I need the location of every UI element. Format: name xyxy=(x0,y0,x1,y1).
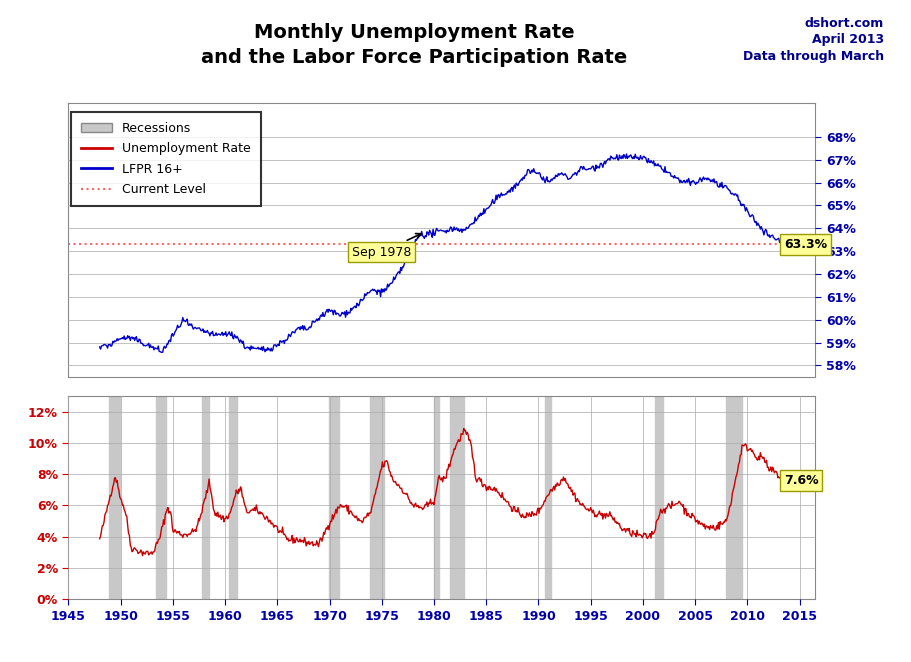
Text: April 2013: April 2013 xyxy=(812,33,884,46)
Bar xyxy=(655,103,663,377)
Bar xyxy=(201,103,209,377)
Bar xyxy=(109,103,119,377)
Bar xyxy=(450,396,465,599)
Bar xyxy=(655,396,663,599)
Bar xyxy=(450,103,465,377)
Bar xyxy=(434,396,439,599)
Bar xyxy=(109,396,119,599)
Bar xyxy=(371,396,384,599)
Bar xyxy=(371,103,384,377)
Text: Sep 1978: Sep 1978 xyxy=(353,234,421,259)
Legend: Recessions, Unemployment Rate, LFPR 16+, Current Level: Recessions, Unemployment Rate, LFPR 16+,… xyxy=(71,112,261,206)
Bar xyxy=(329,103,339,377)
Bar xyxy=(545,103,550,377)
Text: 7.6%: 7.6% xyxy=(784,474,819,487)
Text: dshort.com: dshort.com xyxy=(804,17,884,30)
Bar xyxy=(726,396,742,599)
Bar xyxy=(157,103,166,377)
Bar xyxy=(201,396,209,599)
Text: and the Labor Force Participation Rate: and the Labor Force Participation Rate xyxy=(201,48,628,67)
Bar xyxy=(545,396,550,599)
Bar xyxy=(157,396,166,599)
Bar xyxy=(230,396,237,599)
Text: 63.3%: 63.3% xyxy=(784,238,827,251)
Text: Monthly Unemployment Rate: Monthly Unemployment Rate xyxy=(254,23,575,42)
Bar xyxy=(726,103,742,377)
Bar xyxy=(434,103,439,377)
Text: Data through March: Data through March xyxy=(742,50,884,63)
Bar xyxy=(230,103,237,377)
Bar xyxy=(329,396,339,599)
